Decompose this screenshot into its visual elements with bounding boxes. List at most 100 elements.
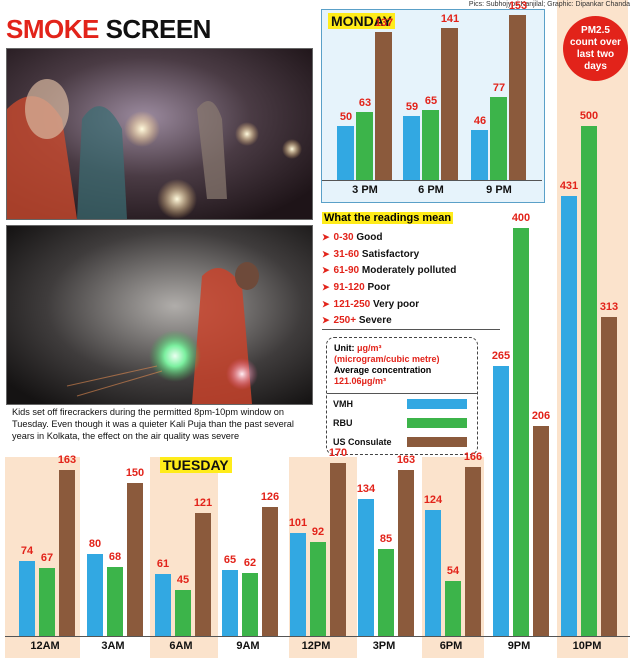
x-tick-label: 3 PM bbox=[352, 184, 378, 196]
data-label: 63 bbox=[358, 97, 372, 110]
data-label: 166 bbox=[463, 450, 483, 463]
bar-tuesday-us-consulate bbox=[330, 462, 346, 636]
reading-item: ➤ 250+ Severe bbox=[322, 312, 502, 329]
data-label: 265 bbox=[491, 349, 511, 362]
data-label: 65 bbox=[223, 553, 237, 566]
data-label: 134 bbox=[356, 483, 376, 496]
data-label: 67 bbox=[40, 551, 54, 564]
badge-line2: count over bbox=[569, 37, 622, 48]
x-tick-label: 3PM bbox=[372, 640, 396, 652]
reading-label: Poor bbox=[364, 282, 391, 294]
monday-label: MONDAY bbox=[328, 13, 395, 29]
bar-tuesday-us-consulate bbox=[601, 316, 617, 636]
data-label: 150 bbox=[125, 467, 145, 479]
bar-tuesday-vmh bbox=[561, 196, 577, 636]
reading-range: 61-90 bbox=[333, 265, 360, 277]
bar-monday-rbu bbox=[356, 112, 373, 180]
bar-tuesday-rbu bbox=[513, 228, 529, 636]
reading-item: ➤ 31-60 Satisfactory bbox=[322, 246, 502, 263]
reading-range: 31-60 bbox=[333, 248, 360, 260]
x-tick-label: 9 PM bbox=[486, 184, 512, 196]
data-label: 124 bbox=[423, 493, 443, 506]
bar-tuesday-us-consulate bbox=[398, 469, 414, 636]
reading-item: ➤ 121-250 Very poor bbox=[322, 296, 502, 313]
legend-vmh-swatch bbox=[407, 399, 467, 409]
reading-item: ➤ 61-90 Moderately polluted bbox=[322, 262, 502, 279]
legend-rbu-label: RBU bbox=[333, 418, 353, 428]
bar-monday-vmh bbox=[337, 126, 354, 180]
data-label: 92 bbox=[311, 526, 325, 539]
x-tick-label: 6AM bbox=[169, 640, 193, 652]
bar-tuesday-vmh bbox=[87, 554, 103, 636]
data-label: 59 bbox=[405, 101, 419, 114]
reading-range: 250+ bbox=[333, 315, 357, 327]
bar-tuesday-us-consulate bbox=[533, 425, 549, 636]
bar-monday-vmh bbox=[471, 130, 488, 180]
bar-tuesday-rbu bbox=[445, 580, 461, 636]
bar-tuesday-rbu bbox=[378, 549, 394, 636]
bar-monday-rbu bbox=[490, 96, 507, 180]
bar-tuesday-us-consulate bbox=[127, 483, 143, 636]
photo-bottom-image bbox=[7, 226, 312, 404]
data-label: 68 bbox=[108, 550, 122, 563]
bar-tuesday-vmh bbox=[425, 509, 441, 636]
credits: Pics: Subhojyoti Kanjilal; Graphic: Dipa… bbox=[468, 1, 630, 8]
data-label: 45 bbox=[176, 574, 190, 587]
photo-top bbox=[6, 48, 313, 220]
x-tick-label: 10PM bbox=[572, 640, 602, 652]
monday-baseline bbox=[322, 180, 542, 181]
data-label: 137 bbox=[374, 17, 394, 30]
data-label: 62 bbox=[243, 556, 257, 569]
x-tick-label: 6PM bbox=[439, 640, 463, 652]
arrow-icon: ➤ bbox=[322, 298, 330, 309]
data-label: 163 bbox=[57, 453, 77, 466]
bar-tuesday-vmh bbox=[493, 365, 509, 636]
unit-line: Unit: μg/m³ bbox=[334, 343, 470, 354]
data-label: 65 bbox=[424, 94, 438, 107]
readings-title: What the readings mean bbox=[322, 212, 454, 224]
bar-tuesday-vmh bbox=[19, 560, 35, 636]
bar-tuesday-rbu bbox=[175, 590, 191, 636]
reading-range: 121-250 bbox=[333, 298, 371, 310]
reading-label: Good bbox=[353, 232, 383, 243]
data-label: 121 bbox=[193, 496, 213, 509]
data-label: 50 bbox=[339, 111, 353, 124]
bar-monday-us-consulate bbox=[509, 15, 526, 180]
bar-tuesday-us-consulate bbox=[59, 469, 75, 636]
data-label: 126 bbox=[260, 491, 280, 504]
bar-monday-us-consulate bbox=[375, 32, 392, 180]
data-label: 46 bbox=[473, 115, 487, 128]
data-label: 400 bbox=[511, 212, 531, 224]
data-label: 431 bbox=[559, 180, 579, 193]
bar-tuesday-rbu bbox=[581, 126, 597, 636]
bar-monday-rbu bbox=[422, 109, 439, 180]
legend-divider bbox=[327, 393, 477, 394]
badge-line3: last two bbox=[576, 49, 615, 60]
unit-description: (microgram/cubic metre) bbox=[334, 354, 440, 364]
reading-item: ➤ 0-30 Good bbox=[322, 229, 502, 246]
headline-part2: SCREEN bbox=[105, 14, 212, 44]
x-tick-label: 12AM bbox=[30, 640, 60, 652]
data-label: 54 bbox=[446, 564, 460, 577]
bar-tuesday-rbu bbox=[310, 542, 326, 636]
photo-caption: Kids set off firecrackers during the per… bbox=[12, 407, 294, 441]
x-tick-label: 12PM bbox=[301, 640, 331, 652]
data-label: 206 bbox=[531, 409, 551, 422]
reading-item: ➤ 91-120 Poor bbox=[322, 279, 502, 296]
reading-label: Moderately polluted bbox=[359, 265, 457, 277]
bar-tuesday-vmh bbox=[358, 499, 374, 636]
data-label: 77 bbox=[492, 81, 506, 94]
bar-tuesday-us-consulate bbox=[465, 466, 481, 636]
unit-label: Unit: bbox=[334, 343, 355, 353]
unit-legend-box: Unit: μg/m³ (microgram/cubic metre) Aver… bbox=[326, 337, 478, 455]
arrow-icon: ➤ bbox=[322, 282, 330, 293]
headline: SMOKE SCREEN bbox=[6, 14, 211, 45]
reading-label: Very poor bbox=[370, 298, 420, 310]
reading-range: 0-30 bbox=[333, 232, 354, 243]
photo-bottom bbox=[6, 225, 313, 405]
chart-baseline bbox=[5, 636, 630, 637]
badge-line1: PM2.5 bbox=[581, 25, 610, 36]
unit-value: μg/m³ bbox=[357, 343, 382, 353]
x-tick-label: 9AM bbox=[236, 640, 260, 652]
pm25-badge: PM2.5 count over last two days bbox=[563, 16, 628, 81]
